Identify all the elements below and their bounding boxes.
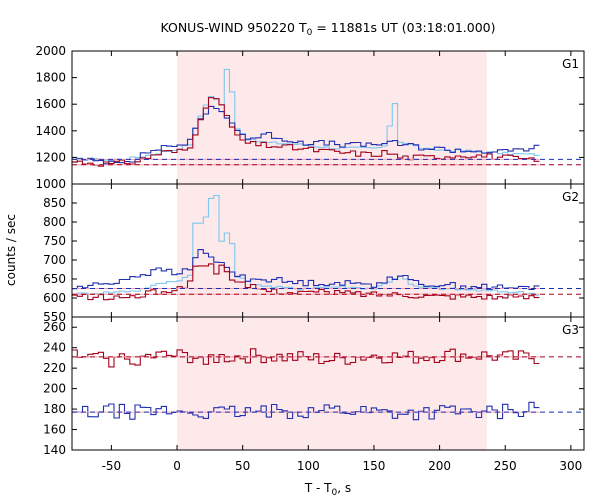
y-tick-label: 850 <box>43 196 66 210</box>
y-tick-label: 650 <box>43 272 66 286</box>
y-tick-label: 1400 <box>35 124 66 138</box>
series-red-g2 <box>72 263 540 301</box>
panel-label-g3: G3 <box>562 323 579 337</box>
y-tick-label: 260 <box>43 320 66 334</box>
y-tick-label: 700 <box>43 253 66 267</box>
y-tick-label: 180 <box>43 402 66 416</box>
x-axis-label-sub: 0 <box>332 488 338 498</box>
y-tick-label: 550 <box>43 310 66 324</box>
series-blue-g3 <box>72 401 540 421</box>
y-tick-label: 200 <box>43 382 66 396</box>
y-tick-label: 240 <box>43 341 66 355</box>
y-tick-label: 140 <box>43 443 66 457</box>
y-tick-label: 2000 <box>35 44 66 58</box>
y-tick-label: 600 <box>43 291 66 305</box>
panel-frame-g3 <box>71 316 585 451</box>
x-tick-label: 100 <box>297 459 320 473</box>
y-tick-label: 1800 <box>35 71 66 85</box>
series-blue-g2 <box>72 249 540 291</box>
y-tick-label: 750 <box>43 234 66 248</box>
chart-title-rest: = 11881s UT (03:18:01.000) <box>312 20 495 35</box>
panel-g1: 1000 1200 1400 1600 1800 2000 G1 <box>35 44 585 191</box>
x-tick-label: -50 <box>102 459 122 473</box>
series-light-g1 <box>72 68 540 162</box>
panel-g3: 140 160 180 200 220 240 260 G3 <box>43 316 585 457</box>
y-tick-label: 1600 <box>35 97 66 111</box>
y-tick-label: 1000 <box>35 177 66 191</box>
x-tick-label: 300 <box>559 459 582 473</box>
y-tick-label: 800 <box>43 215 66 229</box>
x-tick-label: 150 <box>362 459 385 473</box>
chart-title-main: KONUS-WIND 950220 T <box>160 20 306 35</box>
panel-g2: 550 600 650 700 750 800 850 G2 <box>43 183 585 324</box>
x-tick-label: 0 <box>173 459 181 473</box>
panel-label-g1: G1 <box>562 57 579 71</box>
x-tick-label: 250 <box>494 459 517 473</box>
x-axis-label: T - T0, s <box>304 481 351 498</box>
chart-title-sub: 0 <box>307 28 313 38</box>
x-tick-label: 50 <box>235 459 250 473</box>
x-axis-label-rest: , s <box>337 481 351 495</box>
x-tick-label: 200 <box>428 459 451 473</box>
panel-label-g2: G2 <box>562 190 579 204</box>
y-tick-label: 220 <box>43 361 66 375</box>
highlight-band <box>177 51 487 450</box>
chart-title: KONUS-WIND 950220 T0 = 11881s UT (03:18:… <box>160 20 495 38</box>
y-tick-label: 1200 <box>35 150 66 164</box>
y-axis-label: counts / sec <box>4 214 18 286</box>
panels-group: 100012001400160018002000G155060065070075… <box>35 44 585 473</box>
series-red-g1 <box>72 97 540 167</box>
y-tick-label: 160 <box>43 423 66 437</box>
series-blue-g1 <box>72 105 540 165</box>
x-axis-label-main: T - T <box>304 481 332 495</box>
